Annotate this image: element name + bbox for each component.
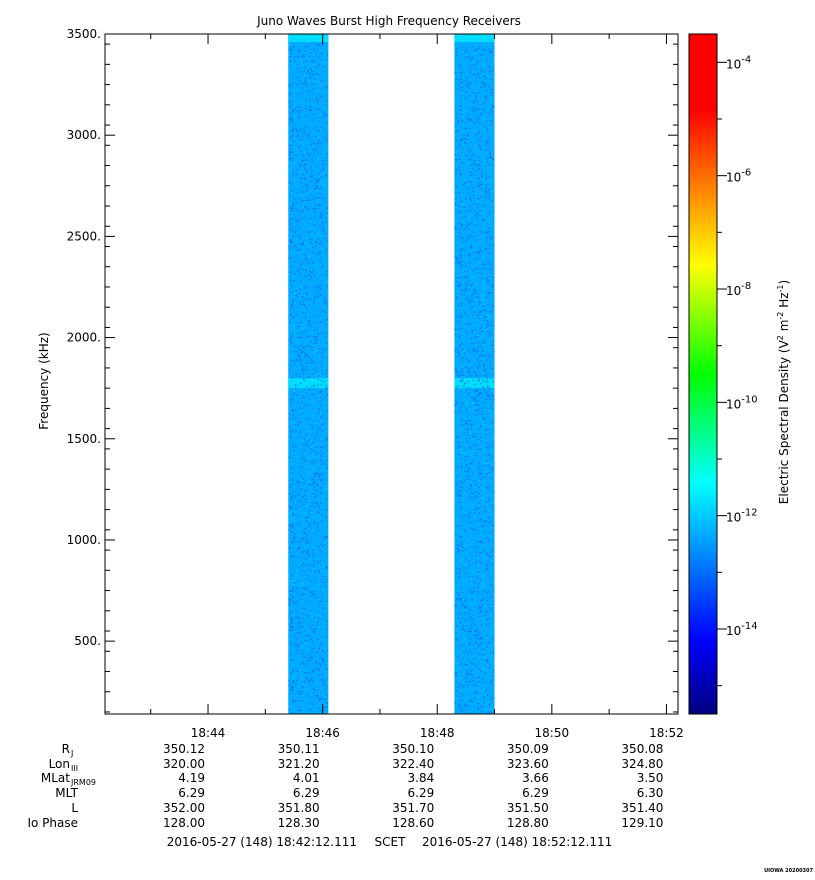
ephemeris-value: 128.30 [278,816,320,830]
ephemeris-value: 6.30 [637,786,664,800]
ephemeris-value: 6.29 [178,786,205,800]
y-tick-label: 2500. [67,229,101,243]
ephemeris-row-label-sub: JRM09 [70,778,96,787]
colorbar-label-mid: m [777,320,791,336]
ephemeris-row-label: Io Phase [27,816,78,830]
data-block-bright-band-2 [454,378,495,389]
ephemeris-value: 324.80 [621,757,663,771]
colorbar-tick-label: 10-4 [726,54,751,71]
ephemeris-value: 351.40 [621,801,663,815]
ephemeris-value: 350.09 [507,742,549,756]
time-range-label: SCET [375,835,407,849]
time-range: 2016-05-27 (148) 18:42:12.111 SCET 2016-… [167,835,613,849]
colorbar-fill [689,34,717,714]
x-tick-label: 18:48 [420,726,455,740]
colorbar-label-main: Electric Spectral Density (V [777,339,791,504]
data-block-highlight-2 [454,44,494,713]
ephemeris-value: 323.60 [507,757,549,771]
y-tick-label: 3000. [67,128,101,142]
ephemeris-value: 128.00 [163,816,205,830]
colorbar-ticks: 10-4 10-6 10-8 10-10 10-12 10-14 [717,54,758,687]
ephemeris-value: 128.60 [392,816,434,830]
ephemeris-value: 351.50 [507,801,549,815]
time-range-end: 2016-05-27 (148) 18:52:12.111 [422,835,612,849]
ephemeris-value: 4.19 [178,771,205,785]
y-tick-label: 3500. [67,27,101,41]
plot-area [104,33,679,715]
ephemeris-value: 351.80 [278,801,320,815]
ephemeris-row-label: R [62,742,70,756]
ephemeris-row-label: Lon [49,757,70,771]
data-block-top-band-2 [454,34,495,42]
colorbar-label: Electric Spectral Density (V2 m-2 Hz-1) [776,280,791,504]
y-tick-label: 500. [74,634,101,648]
ephemeris-value: 4.01 [293,771,320,785]
ephemeris-value: 350.10 [392,742,434,756]
ephemeris-row-label: MLT [55,786,78,800]
ephemeris-value: 320.00 [163,757,205,771]
ephemeris-value: 6.29 [293,786,320,800]
chart-title: Juno Waves Burst High Frequency Receiver… [256,14,521,28]
ephemeris-row-label-sub: J [70,749,73,758]
ephemeris-value: 352.00 [163,801,205,815]
colorbar: 10-4 10-6 10-8 10-10 10-12 10-14 Electric Spe… [688,33,791,715]
x-axis: 18:44 18:46 18:48 18:50 18:52 [150,34,684,740]
data-block-texture-1 [288,44,328,712]
ephemeris-row-label: L [71,801,78,815]
ephemeris-value: 350.11 [278,742,320,756]
ephemeris-value: 6.29 [408,786,435,800]
stamp: UIOWA 20200307 [764,868,813,874]
ephemeris-table: R J 350.12 350.11 350.10 350.09 350.08 Lon III 32… [27,742,663,830]
y-tick-label: 1000. [67,533,101,547]
ephemeris-value: 350.12 [163,742,205,756]
ephemeris-value: 3.66 [522,771,549,785]
colorbar-label-sup2: -2 [776,312,785,320]
colorbar-tick-label: 10-14 [726,621,758,638]
ephemeris-value: 128.80 [507,816,549,830]
ephemeris-value: 3.50 [637,771,664,785]
ephemeris-row-label: MLat [41,771,70,785]
ephemeris-value: 6.29 [522,786,549,800]
colorbar-tick-label: 10-8 [726,281,751,298]
y-tick-label: 1500. [67,432,101,446]
x-tick-label: 18:44 [191,726,226,740]
colorbar-tick-label: 10-6 [726,168,751,185]
ephemeris-value: 322.40 [392,757,434,771]
ephemeris-value: 351.70 [392,801,434,815]
colorbar-label-end2: ) [777,280,791,285]
ephemeris-value: 321.20 [278,757,320,771]
colorbar-tick-label: 10-10 [726,394,758,411]
data-block-texture-2 [454,45,495,713]
ephemeris-value: 350.08 [621,742,663,756]
ephemeris-value: 3.84 [408,771,435,785]
colorbar-label-end1: Hz [777,292,791,311]
colorbar-tick-label: 10-12 [726,508,758,525]
colorbar-frame [688,33,718,715]
plot-frame [104,33,679,715]
time-range-start: 2016-05-27 (148) 18:42:12.111 [167,835,357,849]
ephemeris-value: 129.10 [621,816,663,830]
x-tick-label: 18:52 [649,726,684,740]
colorbar-label-sup1: 2 [776,335,785,340]
x-tick-label: 18:46 [305,726,340,740]
x-tick-label: 18:50 [535,726,570,740]
data-blocks [288,34,495,714]
data-block-top-band-1 [288,34,329,42]
y-axis: 3500. 3000. 2500. 2000. 1500. 1000. 500. [67,27,678,713]
ephemeris-row-label-sub: III [71,764,78,773]
colorbar-label-sup3: -1 [776,285,785,293]
y-axis-label: Frequency (kHz) [37,332,51,429]
y-tick-label: 2000. [67,331,101,345]
